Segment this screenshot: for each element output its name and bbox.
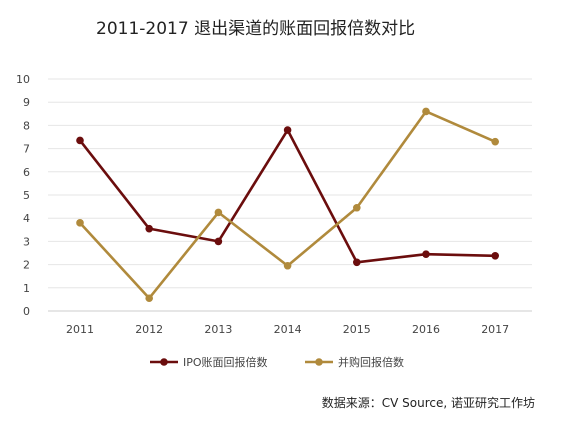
legend-marker bbox=[315, 358, 323, 366]
legend: IPO账面回报倍数 并购回报倍数 bbox=[150, 355, 404, 369]
y-tick-label: 3 bbox=[23, 235, 30, 248]
legend-item: IPO账面回报倍数 bbox=[150, 355, 268, 369]
y-tick-label: 4 bbox=[23, 212, 30, 225]
x-tick-label: 2013 bbox=[204, 323, 232, 336]
grid-lines bbox=[48, 78, 532, 312]
y-tick-label: 7 bbox=[23, 143, 30, 156]
x-tick-label: 2015 bbox=[343, 323, 371, 336]
x-tick-label: 2017 bbox=[481, 323, 509, 336]
data-point bbox=[76, 219, 84, 227]
x-tick-labels: 2011 2012 2013 2014 2015 2016 2017 bbox=[66, 323, 509, 336]
series-line bbox=[78, 128, 497, 264]
y-tick-label: 2 bbox=[23, 259, 30, 272]
source-note: 数据来源：CV Source, 诺亚研究工作坊 bbox=[322, 395, 535, 410]
x-tick-label: 2011 bbox=[66, 323, 94, 336]
chart-title: 2011-2017 退出渠道的账面回报倍数对比 bbox=[96, 19, 415, 39]
data-point bbox=[145, 294, 153, 303]
y-tick-label: 0 bbox=[23, 305, 30, 318]
legend-label: IPO账面回报倍数 bbox=[183, 355, 268, 369]
series-1 bbox=[76, 126, 500, 267]
y-tick-label: 10 bbox=[16, 73, 30, 86]
series-line bbox=[78, 110, 497, 300]
y-tick-label: 1 bbox=[23, 282, 30, 295]
data-point bbox=[353, 258, 361, 267]
data-point bbox=[353, 203, 361, 212]
data-point bbox=[214, 208, 223, 217]
legend-label: 并购回报倍数 bbox=[338, 355, 404, 369]
data-point bbox=[145, 224, 153, 233]
x-tick-label: 2014 bbox=[274, 323, 302, 336]
y-tick-label: 5 bbox=[23, 189, 30, 202]
data-point bbox=[422, 250, 430, 258]
data-point bbox=[422, 107, 430, 116]
data-point bbox=[283, 126, 292, 134]
data-point bbox=[76, 136, 84, 145]
data-point bbox=[491, 137, 500, 146]
legend-item: 并购回报倍数 bbox=[305, 355, 404, 369]
data-point bbox=[214, 237, 223, 246]
y-tick-labels: 0 1 2 3 4 5 6 7 8 9 10 bbox=[16, 73, 30, 318]
y-tick-label: 8 bbox=[23, 119, 30, 132]
y-tick-label: 9 bbox=[23, 96, 30, 109]
data-point bbox=[283, 261, 292, 270]
y-tick-label: 6 bbox=[23, 166, 30, 179]
legend-marker bbox=[160, 358, 168, 366]
series-2 bbox=[76, 107, 500, 303]
x-tick-label: 2012 bbox=[135, 323, 163, 336]
x-tick-label: 2016 bbox=[412, 323, 440, 336]
series-layer bbox=[76, 107, 500, 303]
data-point bbox=[491, 251, 500, 260]
